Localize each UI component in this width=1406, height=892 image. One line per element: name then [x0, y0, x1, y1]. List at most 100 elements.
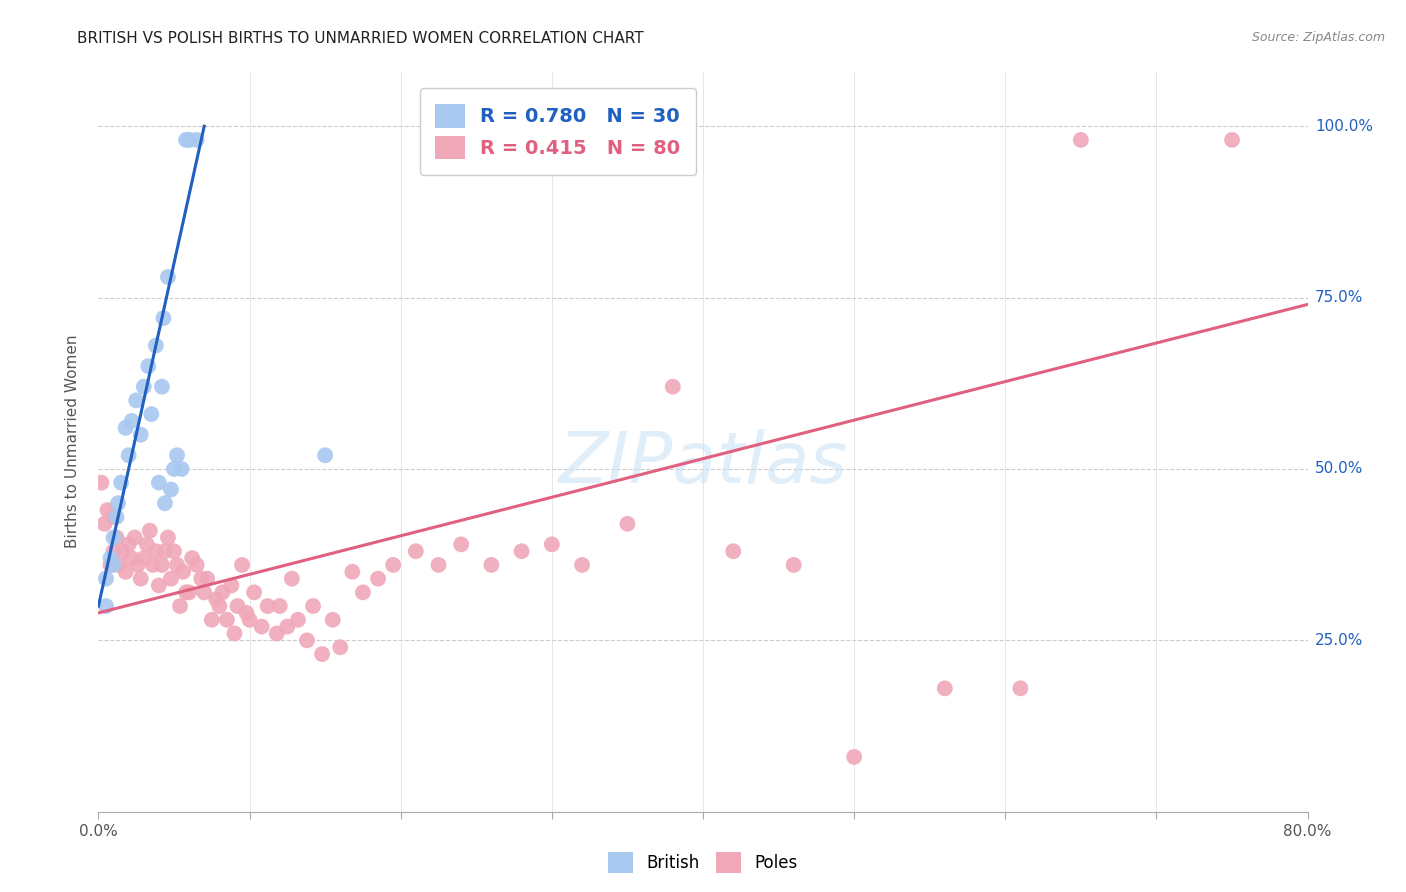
Point	[179, 585, 201, 599]
Point	[160, 572, 183, 586]
Point	[314, 448, 336, 462]
Point	[156, 270, 179, 285]
Point	[201, 613, 224, 627]
Point	[150, 380, 173, 394]
Text: ZIPatlas: ZIPatlas	[558, 429, 848, 499]
Point	[107, 496, 129, 510]
Point	[295, 633, 318, 648]
Point	[616, 516, 638, 531]
Point	[174, 585, 197, 599]
Point	[145, 338, 167, 352]
Point	[208, 599, 231, 613]
Legend: British, Poles: British, Poles	[602, 846, 804, 880]
Point	[266, 626, 288, 640]
Point	[322, 613, 344, 627]
Point	[103, 510, 125, 524]
Point	[661, 380, 683, 394]
Point	[382, 558, 405, 572]
Point	[125, 393, 148, 408]
Point	[405, 544, 427, 558]
Point	[114, 421, 136, 435]
Point	[302, 599, 325, 613]
Point	[148, 578, 170, 592]
Text: BRITISH VS POLISH BIRTHS TO UNMARRIED WOMEN CORRELATION CHART: BRITISH VS POLISH BIRTHS TO UNMARRIED WO…	[77, 31, 644, 46]
Legend: R = 0.780   N = 30, R = 0.415   N = 80: R = 0.780 N = 30, R = 0.415 N = 80	[420, 88, 696, 175]
Point	[1220, 133, 1243, 147]
Point	[186, 558, 208, 572]
Point	[153, 544, 176, 558]
Point	[121, 551, 143, 566]
Point	[156, 531, 179, 545]
Point	[127, 558, 149, 572]
Point	[150, 558, 173, 572]
Point	[224, 626, 246, 640]
Point	[450, 537, 472, 551]
Point	[93, 516, 115, 531]
Point	[148, 475, 170, 490]
Point	[100, 551, 122, 566]
Point	[287, 613, 309, 627]
Point	[540, 537, 562, 551]
Text: 50.0%: 50.0%	[1315, 461, 1364, 476]
Point	[195, 572, 218, 586]
Point	[100, 558, 122, 572]
Point	[124, 531, 146, 545]
Point	[250, 619, 273, 633]
Point	[221, 578, 243, 592]
Point	[142, 558, 165, 572]
Point	[172, 565, 194, 579]
Point	[311, 647, 333, 661]
Point	[226, 599, 249, 613]
Point	[103, 558, 125, 572]
Point	[239, 613, 262, 627]
Point	[105, 510, 128, 524]
Point	[276, 619, 298, 633]
Point	[132, 551, 155, 566]
Point	[108, 558, 131, 572]
Point	[170, 462, 193, 476]
Point	[121, 414, 143, 428]
Point	[166, 448, 188, 462]
Point	[269, 599, 291, 613]
Point	[342, 565, 364, 579]
Point	[481, 558, 503, 572]
Point	[427, 558, 450, 572]
Point	[934, 681, 956, 696]
Text: 75.0%: 75.0%	[1315, 290, 1364, 305]
Point	[105, 531, 128, 545]
Point	[186, 133, 208, 147]
Point	[723, 544, 745, 558]
Point	[281, 572, 304, 586]
Point	[136, 359, 159, 373]
Point	[510, 544, 533, 558]
Text: 100.0%: 100.0%	[1315, 119, 1374, 134]
Point	[783, 558, 806, 572]
Point	[243, 585, 266, 599]
Point	[153, 496, 176, 510]
Point	[571, 558, 593, 572]
Point	[118, 448, 141, 462]
Point	[129, 427, 152, 442]
Point	[110, 475, 132, 490]
Point	[94, 599, 117, 613]
Point	[129, 572, 152, 586]
Point	[96, 503, 118, 517]
Point	[179, 133, 201, 147]
Point	[844, 750, 866, 764]
Point	[111, 544, 134, 558]
Point	[114, 565, 136, 579]
Point	[94, 572, 117, 586]
Point	[211, 585, 233, 599]
Point	[329, 640, 352, 655]
Point	[160, 483, 183, 497]
Point	[235, 606, 257, 620]
Point	[215, 613, 238, 627]
Point	[169, 599, 191, 613]
Point	[174, 133, 197, 147]
Point	[166, 558, 188, 572]
Point	[152, 311, 174, 326]
Point	[132, 380, 155, 394]
Point	[190, 572, 212, 586]
Point	[193, 585, 215, 599]
Point	[135, 537, 157, 551]
